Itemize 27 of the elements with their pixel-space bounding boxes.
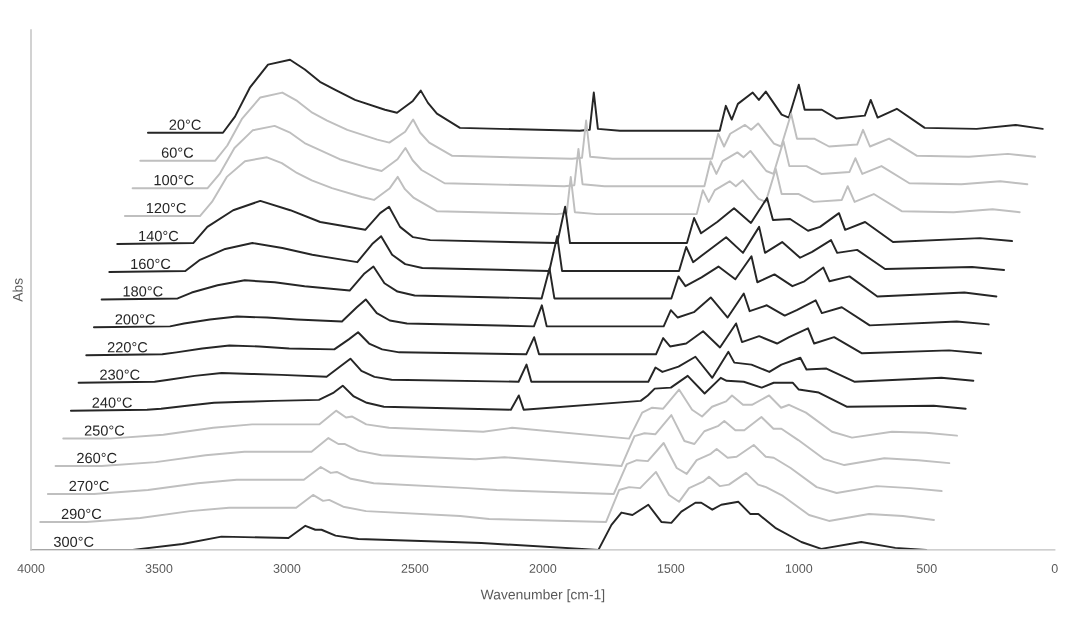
x-tick-label: 1000 <box>785 564 813 573</box>
x-tick-label: 1500 <box>657 564 685 573</box>
series-label: 140°C <box>139 230 179 242</box>
series-label: 200°C <box>115 314 155 325</box>
series-label: 60°C <box>161 147 194 158</box>
x-tick-label: 4000 <box>17 564 45 573</box>
series-label: 180°C <box>123 286 163 297</box>
series-label: 100°C <box>154 174 194 186</box>
x-tick-label: 2500 <box>401 564 429 573</box>
x-axis-title: Wavenumber [cm-1] <box>480 589 605 603</box>
x-tick-label: 0 <box>1051 564 1058 573</box>
series-label: 260°C <box>77 452 117 464</box>
series-label: 300°C <box>53 536 94 547</box>
x-tick-label: 3500 <box>145 564 173 573</box>
series-label: 120°C <box>146 202 186 214</box>
x-tick-label: 500 <box>916 564 937 573</box>
series-label: 160°C <box>131 258 171 270</box>
series-label: 290°C <box>61 508 102 520</box>
x-tick-label: 2000 <box>529 564 557 573</box>
series-label: 270°C <box>69 480 109 492</box>
y-axis-title: Abs <box>12 278 23 302</box>
series-label: 20°C <box>169 119 201 130</box>
series-label: 250°C <box>84 425 125 436</box>
series-label: 220°C <box>107 342 148 353</box>
series-label: 230°C <box>100 369 140 380</box>
series-label: 240°C <box>92 397 132 408</box>
x-tick-label: 3000 <box>273 564 301 573</box>
